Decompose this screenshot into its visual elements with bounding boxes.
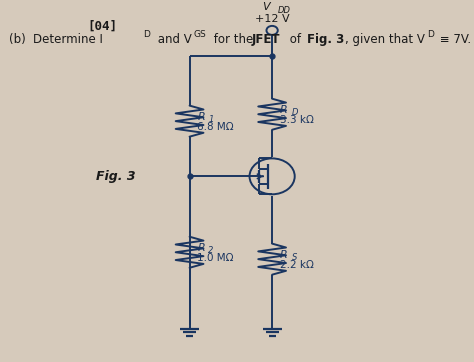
Text: Determine I: Determine I [33,33,103,46]
Text: 2.2 kΩ: 2.2 kΩ [280,260,314,270]
Text: D: D [292,108,298,117]
Text: R: R [197,243,205,253]
Text: 1.0 MΩ: 1.0 MΩ [197,253,234,264]
Text: [04]: [04] [88,19,118,32]
Text: D: D [427,30,434,39]
Text: R: R [197,112,205,122]
Text: Fig. 3: Fig. 3 [96,170,136,183]
Text: V: V [262,3,270,12]
Text: , given that V: , given that V [345,33,425,46]
Text: S: S [292,253,297,262]
Text: D: D [143,30,150,39]
Text: 3.3 kΩ: 3.3 kΩ [280,115,314,126]
Text: 2: 2 [208,247,214,255]
Text: of: of [286,33,305,46]
Text: JFET: JFET [252,33,280,46]
Text: for the: for the [210,33,257,46]
Text: 6.8 MΩ: 6.8 MΩ [197,122,234,132]
Text: (b): (b) [9,33,26,46]
Text: DD: DD [277,6,291,15]
Text: and V: and V [154,33,191,46]
Text: +12 V: +12 V [255,14,290,24]
Text: 1: 1 [208,115,214,124]
Text: Fig. 3: Fig. 3 [307,33,344,46]
Text: ≡ 7V.: ≡ 7V. [436,33,471,46]
Text: R: R [280,250,288,260]
Text: R: R [280,105,288,115]
Text: GS: GS [193,30,206,39]
